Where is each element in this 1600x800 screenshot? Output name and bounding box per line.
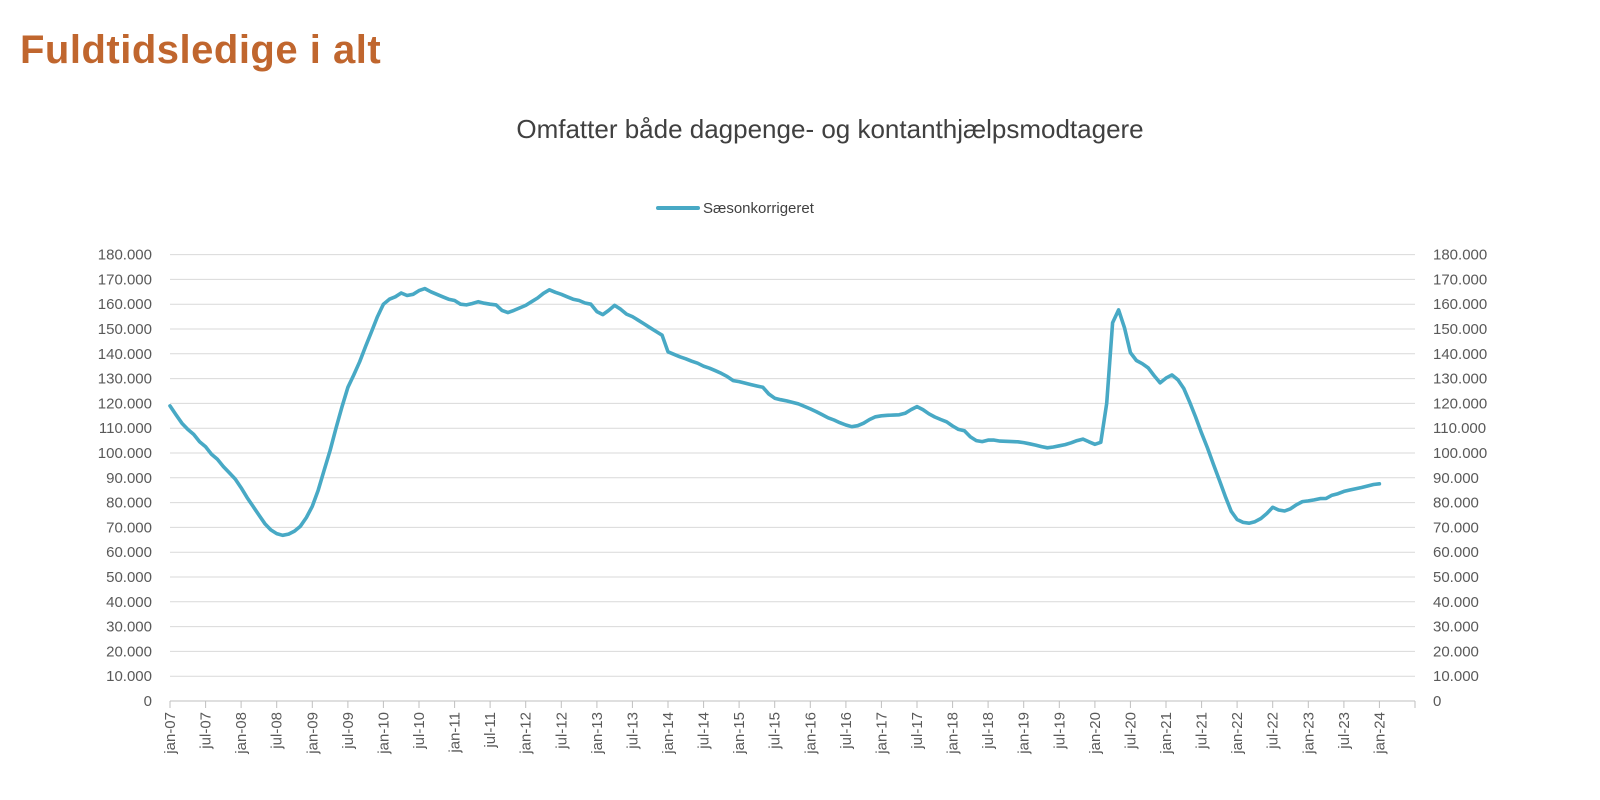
y-axis-label-right: 40.000 [1433, 594, 1479, 611]
x-axis-label: jul-15 [767, 712, 784, 750]
x-axis-label: jul-18 [980, 712, 997, 750]
x-axis-label: jan-15 [731, 712, 748, 755]
x-axis-label: jan-09 [304, 712, 321, 755]
x-axis-label: jan-11 [447, 712, 464, 754]
y-axis-label-right: 100.000 [1433, 445, 1487, 462]
y-axis-label-left: 100.000 [98, 445, 152, 462]
x-axis-label: jul-21 [1194, 712, 1211, 750]
y-axis-label-right: 30.000 [1433, 619, 1479, 636]
y-axis-label-left: 40.000 [106, 594, 152, 611]
y-axis-label-left: 60.000 [106, 544, 152, 561]
y-axis-label-left: 20.000 [106, 643, 152, 660]
x-axis-label: jul-09 [340, 712, 357, 750]
y-axis-label-left: 90.000 [106, 470, 152, 487]
y-axis-label-left: 110.000 [99, 420, 152, 437]
x-axis-label: jul-22 [1265, 712, 1282, 750]
y-axis-label-left: 10.000 [106, 668, 152, 685]
y-axis-label-left: 0 [144, 693, 152, 710]
y-axis-label-right: 10.000 [1433, 668, 1479, 685]
series-line-saesonkorrigeret [168, 286, 1382, 538]
y-axis-label-right: 170.000 [1433, 271, 1487, 288]
y-axis-label-right: 60.000 [1433, 544, 1479, 561]
y-axis-label-left: 140.000 [98, 346, 152, 363]
x-axis-label: jan-22 [1229, 712, 1246, 755]
y-axis-label-right: 90.000 [1433, 470, 1479, 487]
x-axis-label: jul-16 [838, 712, 855, 750]
x-axis-label: jul-14 [696, 712, 713, 750]
y-axis-label-left: 130.000 [98, 371, 152, 388]
y-axis-label-left: 30.000 [106, 619, 152, 636]
x-axis-label: jul-23 [1336, 712, 1353, 750]
y-axis-label-left: 170.000 [98, 271, 152, 288]
x-axis-label: jan-07 [162, 712, 179, 755]
y-axis-label-right: 110.000 [1433, 420, 1486, 437]
y-axis-label-right: 50.000 [1433, 569, 1479, 586]
x-axis-label: jan-21 [1158, 712, 1175, 755]
y-axis-label-right: 180.000 [1433, 247, 1487, 264]
x-axis-label: jan-18 [945, 712, 962, 755]
x-axis-label: jul-11 [482, 712, 499, 749]
y-axis-label-right: 130.000 [1433, 371, 1487, 388]
x-axis-label: jul-07 [198, 712, 215, 750]
legend: Sæsonkorrigeret [656, 198, 814, 218]
y-axis-label-left: 70.000 [106, 519, 152, 536]
x-axis-label: jul-17 [909, 712, 926, 750]
x-axis-label: jul-13 [624, 712, 641, 750]
y-axis-label-right: 160.000 [1433, 296, 1487, 313]
y-axis-label-right: 80.000 [1433, 495, 1479, 512]
y-axis-label-right: 150.000 [1433, 321, 1487, 338]
x-axis-label: jan-13 [589, 712, 606, 755]
y-axis-label-right: 20.000 [1433, 643, 1479, 660]
x-axis-label: jan-10 [375, 712, 392, 755]
legend-line-swatch [656, 206, 700, 210]
x-axis-label: jan-08 [233, 712, 250, 755]
y-axis-label-left: 50.000 [106, 569, 152, 586]
y-axis-label-right: 140.000 [1433, 346, 1487, 363]
x-axis-label: jan-16 [802, 712, 819, 755]
legend-label: Sæsonkorrigeret [703, 199, 814, 217]
x-axis-label: jul-08 [269, 712, 286, 750]
y-axis-label-left: 160.000 [98, 296, 152, 313]
y-axis-label-right: 0 [1433, 693, 1441, 710]
x-axis-label: jul-19 [1051, 712, 1068, 750]
x-axis-label: jan-12 [518, 712, 535, 755]
chart-title: Omfatter både dagpenge- og kontanthjælps… [516, 114, 1144, 144]
y-axis-label-right: 120.000 [1433, 395, 1487, 412]
x-axis-label: jul-10 [411, 712, 428, 750]
x-axis-label: jul-12 [553, 712, 570, 750]
x-axis-label: jul-20 [1122, 712, 1139, 750]
x-axis-label: jan-20 [1087, 712, 1104, 755]
x-axis-label: jan-17 [873, 712, 890, 755]
page-title: Fuldtidsledige i alt [20, 28, 382, 72]
y-axis-label-left: 150.000 [98, 321, 152, 338]
x-axis-label: jan-24 [1371, 712, 1388, 755]
x-axis-label: jan-19 [1016, 712, 1033, 755]
y-axis-label-left: 120.000 [98, 395, 152, 412]
y-axis-label-left: 180.000 [98, 247, 152, 264]
y-axis-label-right: 70.000 [1433, 519, 1479, 536]
x-axis-label: jan-14 [660, 712, 677, 755]
y-axis-label-left: 80.000 [106, 495, 152, 512]
x-axis-label: jan-23 [1300, 712, 1317, 755]
